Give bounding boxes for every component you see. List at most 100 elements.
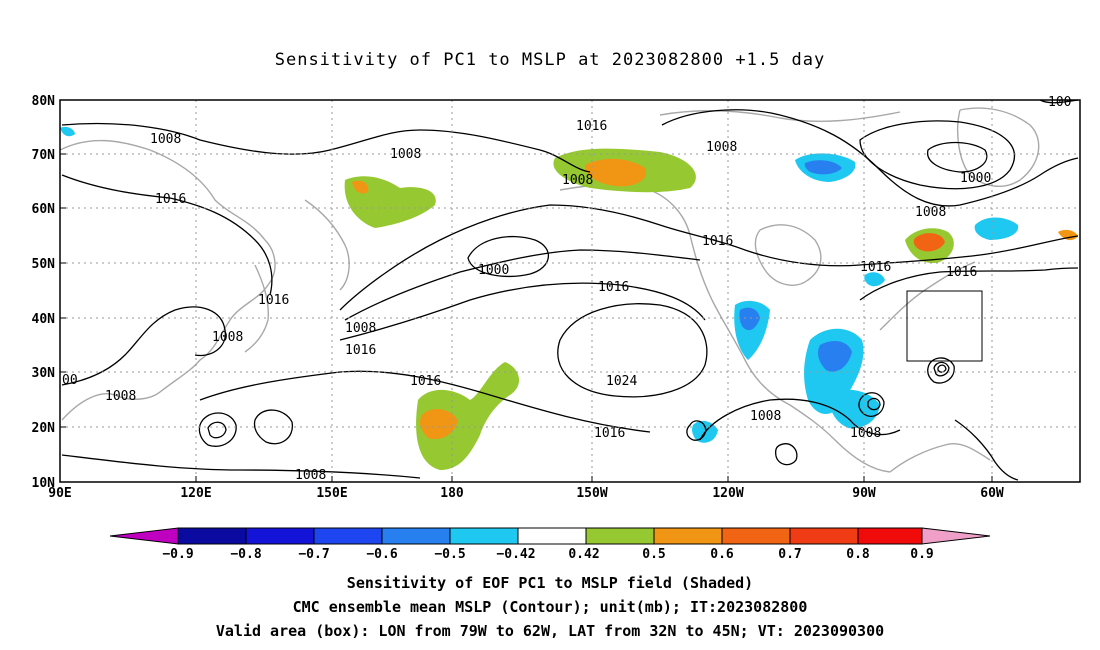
colorbar-cell xyxy=(109,527,179,545)
negative-shade-west-coast-core xyxy=(739,307,760,331)
caption-line-1: Sensitivity of EOF PC1 to MSLP field (Sh… xyxy=(346,574,754,592)
contour-label: 1016 xyxy=(576,119,607,134)
contour-label: 1016 xyxy=(598,280,629,295)
contour-label: 1008 xyxy=(295,468,326,483)
contour-line xyxy=(198,412,237,447)
negative-shade-canada-core xyxy=(804,160,842,175)
colorbar-cell xyxy=(449,527,519,545)
negative-shade-greenland xyxy=(974,217,1019,240)
contour-label: 1000 xyxy=(960,171,991,186)
colorbar-label: −0.42 xyxy=(496,547,535,562)
contour-line xyxy=(61,306,226,386)
lat-label: 30N xyxy=(32,366,56,381)
lon-label: 180 xyxy=(440,486,464,501)
lon-label: 90W xyxy=(852,486,876,501)
colorbar-cell xyxy=(653,527,723,545)
lon-label: 60W xyxy=(980,486,1004,501)
contour-line xyxy=(867,397,881,411)
contour-label: 1016 xyxy=(258,293,289,308)
coastline-east-coast xyxy=(879,261,976,331)
contour-label: 1024 xyxy=(606,374,637,389)
coastline-kamchatka xyxy=(304,199,350,291)
colorbar-cell xyxy=(721,527,791,545)
contour-label: 00 xyxy=(62,373,78,388)
contour-labels: 1008 1008 1016 1016 1008 1008 1000 1016 … xyxy=(62,95,1071,483)
colorbar-cell xyxy=(857,527,923,545)
colorbar-cell xyxy=(921,527,991,545)
colorbar-cell xyxy=(789,527,859,545)
colorbar-label: 0.8 xyxy=(846,547,870,562)
contour-label: 1016 xyxy=(860,260,891,275)
lon-labels: 90E 120E 150E 180 150W 120W 90W 60W xyxy=(48,486,1004,501)
negative-shade-nw-edge xyxy=(60,126,75,137)
colorbar-cell xyxy=(517,527,587,545)
colorbar xyxy=(109,527,991,545)
positive-shade-labrador-core xyxy=(913,233,945,252)
contour-line xyxy=(61,454,421,479)
colorbar-label: −0.9 xyxy=(162,547,193,562)
coastlines xyxy=(59,107,1040,473)
contour-label: 1008 xyxy=(915,205,946,220)
colorbar-label: 0.9 xyxy=(910,547,933,562)
sensitivity-shading xyxy=(60,126,1078,470)
contour-line xyxy=(954,419,1019,481)
contour-line xyxy=(686,420,707,441)
coastline-japan xyxy=(244,264,270,353)
colorbar-cell xyxy=(381,527,451,545)
coastline-north-america xyxy=(711,299,891,473)
lon-label: 90E xyxy=(48,486,71,501)
contour-label: 1016 xyxy=(702,234,733,249)
contour-label: 1016 xyxy=(155,192,186,207)
contour-line xyxy=(699,398,901,441)
contour-label: 1008 xyxy=(105,389,136,404)
colorbar-label: 0.7 xyxy=(778,547,801,562)
contour-line xyxy=(339,204,1079,311)
colorbar-label: −0.8 xyxy=(230,547,261,562)
contour-line xyxy=(927,141,988,173)
contour-line xyxy=(858,392,885,417)
contour-line xyxy=(344,249,701,321)
colorbar-label: 0.6 xyxy=(710,547,734,562)
contour-label: 1000 xyxy=(478,263,509,278)
mslp-contours xyxy=(61,99,1079,481)
contour-line xyxy=(61,174,273,296)
lon-label: 120W xyxy=(712,486,743,501)
caption-line-2: CMC ensemble mean MSLP (Contour); unit(m… xyxy=(292,598,808,616)
contour-line xyxy=(927,357,955,384)
colorbar-cell xyxy=(177,527,247,545)
contour-line xyxy=(467,235,550,278)
contour-label: 1008 xyxy=(750,409,781,424)
contour-line xyxy=(207,421,227,439)
coastline-arctic-islands xyxy=(659,110,901,123)
contour-label: 1016 xyxy=(410,374,441,389)
coastline-hudson xyxy=(754,224,822,286)
colorbar-label: −0.7 xyxy=(298,547,329,562)
positive-shade-dateline-core xyxy=(420,408,458,440)
negative-shade-gulf xyxy=(864,272,885,287)
contour-label: 1016 xyxy=(345,343,376,358)
positive-shade-east xyxy=(1058,229,1078,241)
colorbar-cell xyxy=(245,527,315,545)
colorbar-cell xyxy=(585,527,655,545)
axis-ticks xyxy=(60,99,993,482)
contour-line xyxy=(661,109,1079,207)
contour-line xyxy=(253,409,293,445)
map-frame xyxy=(59,99,1081,483)
lat-label: 60N xyxy=(32,202,56,217)
contour-label: 1008 xyxy=(390,147,421,162)
contour-line xyxy=(557,303,708,398)
coastline-greenland xyxy=(957,107,1040,187)
contour-line xyxy=(859,267,1079,301)
lon-label: 120E xyxy=(180,486,211,501)
colorbar-label: 0.5 xyxy=(642,547,665,562)
contour-line xyxy=(933,361,950,377)
lat-label: 40N xyxy=(32,312,56,327)
positive-shade-bering-core xyxy=(585,158,646,187)
contour-label: 1008 xyxy=(212,330,243,345)
colorbar-label: 0.42 xyxy=(568,547,599,562)
colorbar-labels: −0.9 −0.8 −0.7 −0.6 −0.5 −0.42 0.42 0.5 … xyxy=(162,547,933,562)
contour-label: 1008 xyxy=(706,140,737,155)
coastline-central-america xyxy=(889,443,991,473)
contour-label: 1008 xyxy=(150,132,181,147)
contour-label: 1016 xyxy=(594,426,625,441)
